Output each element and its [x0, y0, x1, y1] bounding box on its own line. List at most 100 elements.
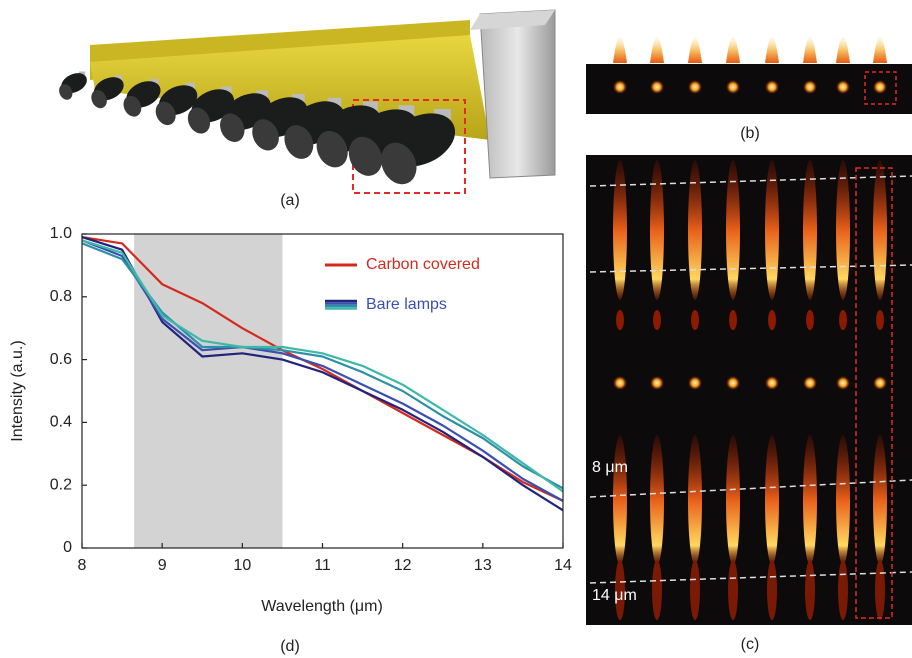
- spot: [803, 376, 817, 390]
- legend-label: Bare lamps: [366, 296, 447, 313]
- streak: [728, 560, 738, 620]
- spot: [650, 80, 664, 94]
- panel-label: (b): [740, 125, 760, 142]
- streak: [726, 435, 740, 565]
- flame: [650, 36, 664, 63]
- lamp-face: [284, 125, 314, 159]
- chart: 8 9 10 11 12 13 14 0 0.2 0.4 0.6 0.8 1.0 Carbon cover…: [50, 225, 572, 574]
- streak: [616, 310, 624, 330]
- spot: [688, 80, 702, 94]
- x-tick-label: 10: [233, 557, 251, 574]
- lamp-face: [381, 142, 417, 185]
- shaded-region: [134, 234, 283, 548]
- x-tick-label: 9: [158, 557, 167, 574]
- streak: [875, 560, 885, 620]
- lamp-face: [123, 95, 142, 117]
- x-tick-label: 12: [394, 557, 412, 574]
- spot: [613, 80, 627, 94]
- lamp-face: [316, 130, 348, 168]
- spot: [873, 376, 887, 390]
- streak: [873, 435, 887, 565]
- streak: [836, 160, 850, 300]
- streak: [688, 435, 702, 565]
- y-tick-label: 0: [63, 539, 72, 556]
- x-axis-label: Wavelength (μm): [261, 598, 383, 615]
- streak: [650, 435, 664, 565]
- panel-label: (c): [741, 636, 760, 653]
- lamp-face: [155, 101, 176, 126]
- streak: [765, 160, 779, 300]
- flame: [836, 36, 850, 63]
- streak: [806, 310, 814, 330]
- x-tick-label: 13: [474, 557, 492, 574]
- flame: [765, 36, 779, 63]
- guide-line: [589, 175, 912, 187]
- spectrum-image: [586, 155, 912, 625]
- lamp-photo: [59, 9, 556, 194]
- panel-label: (d): [280, 638, 300, 655]
- spot: [726, 376, 740, 390]
- y-tick-label: 0.4: [50, 414, 72, 431]
- streak: [767, 560, 777, 620]
- lamp-face: [252, 119, 279, 151]
- highlight: [855, 167, 893, 619]
- streak: [650, 160, 664, 300]
- data-line: [81, 236, 564, 512]
- lamp-face: [91, 89, 107, 109]
- spot: [613, 376, 627, 390]
- streak: [613, 160, 627, 300]
- data-line: [81, 242, 564, 490]
- legend-label: Carbon covered: [366, 256, 480, 273]
- x-tick-label: 14: [554, 557, 572, 574]
- spot: [836, 80, 850, 94]
- flame: [803, 36, 817, 63]
- y-tick-label: 0.8: [50, 288, 72, 305]
- streak: [803, 160, 817, 300]
- streak: [615, 560, 625, 620]
- panel-label: (a): [280, 192, 300, 209]
- streak: [653, 310, 661, 330]
- data-line: [81, 239, 564, 502]
- streak: [726, 160, 740, 300]
- streak: [688, 160, 702, 300]
- spot: [765, 80, 779, 94]
- lamp-face: [348, 136, 383, 176]
- streak: [729, 310, 737, 330]
- streak: [768, 310, 776, 330]
- spot: [873, 80, 887, 94]
- streak: [876, 310, 884, 330]
- x-tick-label: 11: [314, 557, 331, 574]
- streak: [690, 560, 700, 620]
- spot: [765, 376, 779, 390]
- wavelength-label: 8 μm: [592, 459, 628, 476]
- streak: [838, 560, 848, 620]
- guide-line: [589, 479, 912, 498]
- plot-frame: [81, 233, 564, 549]
- flame: [726, 36, 740, 63]
- streak: [652, 560, 662, 620]
- y-tick-label: 0.2: [50, 476, 72, 493]
- streak: [803, 435, 817, 565]
- streak: [691, 310, 699, 330]
- lamp-face: [220, 113, 245, 143]
- streak: [839, 310, 847, 330]
- spot: [688, 376, 702, 390]
- data-line: [81, 239, 564, 493]
- streak: [836, 435, 850, 565]
- flame: [873, 36, 887, 63]
- x-tick-label: 8: [78, 557, 87, 574]
- lamp-face: [187, 107, 211, 134]
- streak: [805, 560, 815, 620]
- flame: [688, 36, 702, 63]
- lamp-face: [59, 84, 73, 100]
- spot: [836, 376, 850, 390]
- spot-image: [586, 36, 912, 114]
- spot: [726, 80, 740, 94]
- y-tick-label: 1.0: [50, 225, 72, 242]
- streak: [873, 160, 887, 300]
- spot: [803, 80, 817, 94]
- flame: [613, 36, 627, 63]
- streak: [613, 435, 627, 565]
